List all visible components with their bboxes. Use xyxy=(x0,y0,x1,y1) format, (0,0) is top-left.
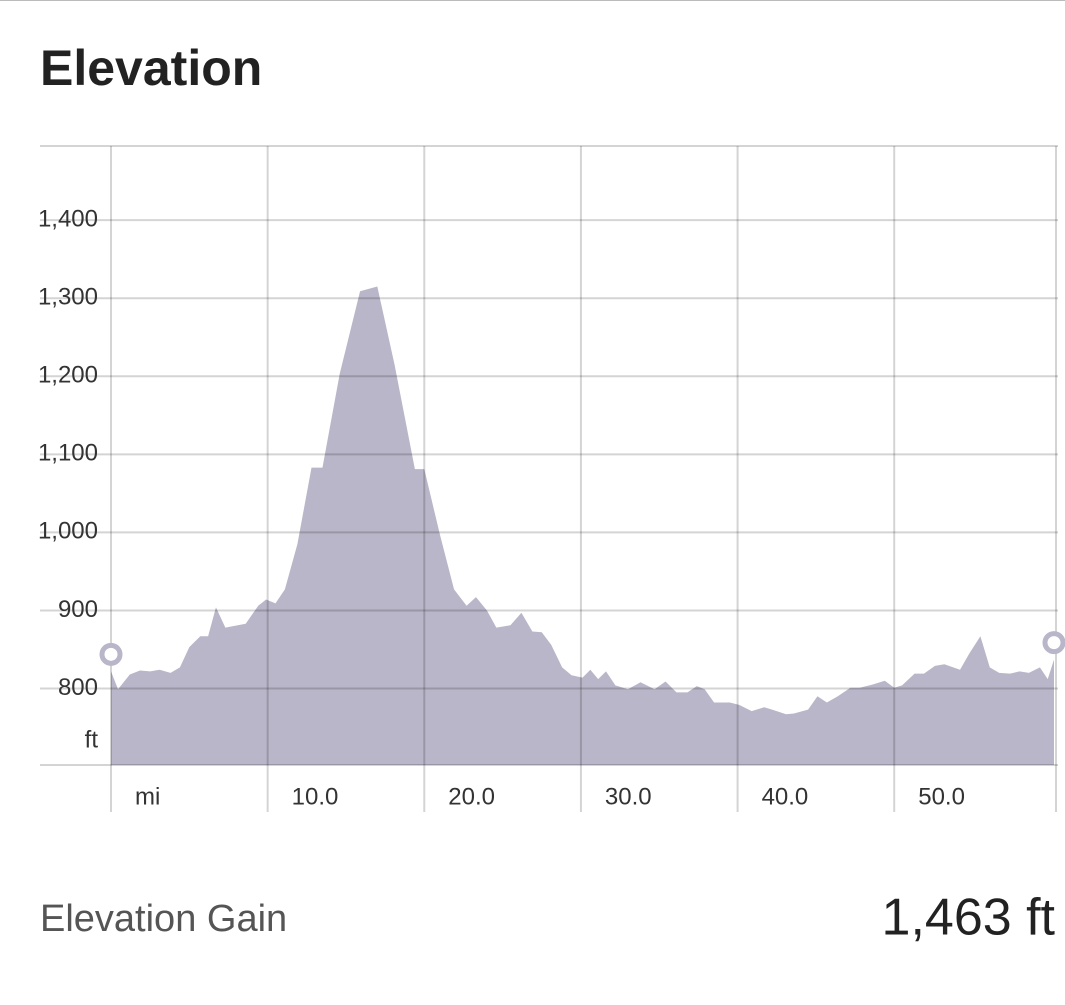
y-tick-label: 1,400 xyxy=(38,205,98,232)
elevation-chart: 800 900 1,000 1,100 1,200 1,300 1,400 mi 10.0 20.… xyxy=(38,145,1065,812)
elevation-area xyxy=(111,286,1054,765)
y-tick-label: 1,100 xyxy=(38,440,98,467)
x-tick-label: 50.0 xyxy=(918,783,965,810)
y-tick-label: 1,200 xyxy=(38,362,98,389)
y-axis-unit: ft xyxy=(85,726,99,753)
y-tick-label: 900 xyxy=(58,596,98,623)
x-tick-label: 20.0 xyxy=(448,783,495,810)
y-tick-label: 800 xyxy=(58,674,98,701)
section-title: Elevation xyxy=(40,40,262,96)
x-tick-label: 30.0 xyxy=(605,783,652,810)
x-tick-label: 10.0 xyxy=(292,783,339,810)
stat-value: 1,463 ft xyxy=(882,889,1056,947)
y-tick-label: 1,000 xyxy=(38,518,98,545)
stat-label: Elevation Gain xyxy=(40,898,287,940)
y-tick-label: 1,300 xyxy=(38,284,98,311)
range-handle xyxy=(99,642,123,666)
range-handle xyxy=(1042,631,1065,655)
x-tick-label: mi xyxy=(135,783,160,810)
x-tick-label: 40.0 xyxy=(762,783,809,810)
